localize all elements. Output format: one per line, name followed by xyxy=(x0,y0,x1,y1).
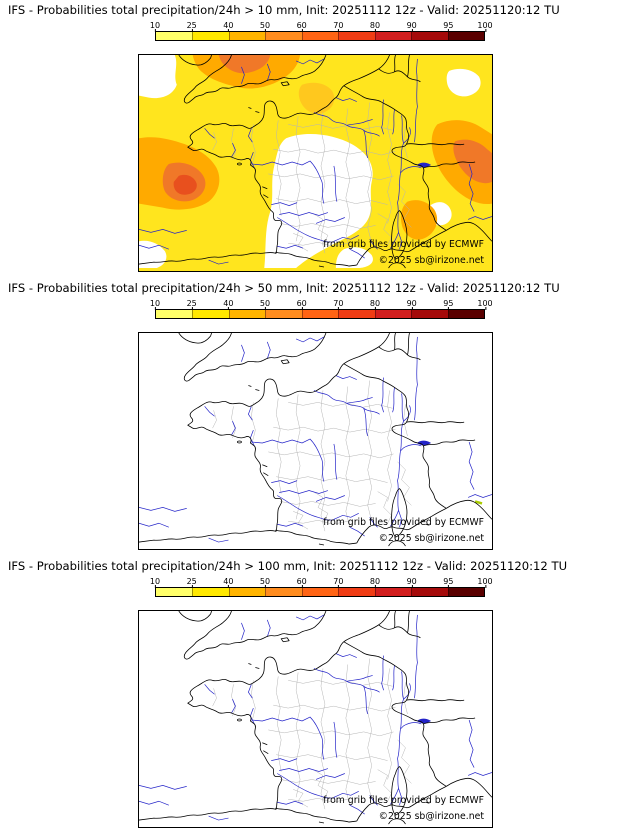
colorbar-segment xyxy=(156,32,193,40)
colorbar-segment xyxy=(228,310,266,318)
colorbar-tick-labels: 10 25 40 50 60 70 80 90 95 100 xyxy=(150,299,493,310)
colorbar-tick-labels: 10 25 40 50 60 70 80 90 95 100 xyxy=(150,21,493,32)
colorbar-segment xyxy=(156,310,193,318)
colorbar-tick: 40 xyxy=(223,299,234,310)
colorbar-segment xyxy=(447,32,484,40)
colorbar-tick: 25 xyxy=(186,21,197,32)
precip-overlay-10mm xyxy=(139,55,492,271)
colorbar-segment xyxy=(338,588,375,596)
colorbar-segment xyxy=(301,588,339,596)
colorbar-tick: 40 xyxy=(223,21,234,32)
colorbar-segment xyxy=(447,588,484,596)
colorbar-tick: 60 xyxy=(296,577,307,588)
colorbar-tick: 10 xyxy=(149,21,161,32)
colorbar-segment xyxy=(228,588,266,596)
colorbar-scale xyxy=(155,31,485,41)
colorbar-segment xyxy=(265,588,302,596)
colorbar-tick: 90 xyxy=(406,577,417,588)
prob-intense xyxy=(173,174,197,195)
colorbar-segment xyxy=(338,310,375,318)
colorbar-segment xyxy=(301,310,339,318)
colorbar-tick: 10 xyxy=(149,299,161,310)
map-canvas xyxy=(139,55,492,271)
colorbar-tick: 80 xyxy=(369,577,381,588)
colorbar-segment xyxy=(301,32,339,40)
colorbar-segment xyxy=(192,32,229,40)
colorbar-segment xyxy=(156,588,193,596)
copyright-line: ©2025 sb@irizone.net xyxy=(378,811,484,822)
colorbar-tick: 90 xyxy=(406,21,417,32)
colorbar-tick: 100 xyxy=(477,21,493,32)
colorbar-tick: 25 xyxy=(186,299,197,310)
colorbar-tick: 95 xyxy=(443,21,454,32)
colorbar-tick: 95 xyxy=(443,577,454,588)
prob-trace-liguria xyxy=(474,500,483,505)
colorbar-segment xyxy=(192,588,229,596)
colorbar-tick: 50 xyxy=(259,21,271,32)
colorbar-tick: 40 xyxy=(223,577,234,588)
colorbar-segment xyxy=(411,310,448,318)
colorbar-tick: 10 xyxy=(149,577,161,588)
colorbar-scale xyxy=(155,309,485,319)
colorbar-tick: 25 xyxy=(186,577,197,588)
colorbar-tick: 70 xyxy=(333,21,344,32)
colorbar-tick-labels: 10 25 40 50 60 70 80 90 95 100 xyxy=(150,577,493,588)
map-canvas xyxy=(139,333,492,547)
credit-line: from grib files provided by ECMWF xyxy=(323,795,484,806)
colorbar-segment xyxy=(374,310,412,318)
colorbar-tick: 70 xyxy=(333,299,344,310)
colorbar-tick: 80 xyxy=(369,21,381,32)
colorbar-tick: 50 xyxy=(259,577,271,588)
colorbar-segment xyxy=(228,32,266,40)
colorbar-segment xyxy=(411,32,448,40)
colorbar: 10 25 40 50 60 70 80 90 95 100 xyxy=(150,577,493,597)
colorbar-tick: 60 xyxy=(296,21,307,32)
colorbar-segment xyxy=(338,32,375,40)
colorbar-segment xyxy=(265,32,302,40)
colorbar-tick: 80 xyxy=(369,299,381,310)
credit-line: from grib files provided by ECMWF xyxy=(323,517,484,528)
page-title: IFS - Probabilities total precipitation/… xyxy=(8,3,560,17)
credit-line: from grib files provided by ECMWF xyxy=(323,239,484,250)
colorbar-segment xyxy=(447,310,484,318)
colorbar-segment xyxy=(374,32,412,40)
prob-light-mid xyxy=(298,82,335,114)
panel-100mm: IFS - Probabilities total precipitation/… xyxy=(0,559,630,828)
colorbar-tick: 70 xyxy=(333,577,344,588)
map-50mm: from grib files provided by ECMWF ©2025 … xyxy=(138,332,493,550)
panel-50mm: IFS - Probabilities total precipitation/… xyxy=(0,281,630,550)
colorbar-tick: 60 xyxy=(296,299,307,310)
map-100mm: from grib files provided by ECMWF ©2025 … xyxy=(138,610,493,828)
colorbar: 10 25 40 50 60 70 80 90 95 100 xyxy=(150,21,493,41)
colorbar-tick: 90 xyxy=(406,299,417,310)
copyright-line: ©2025 sb@irizone.net xyxy=(378,533,484,544)
colorbar-segment xyxy=(192,310,229,318)
page-title: IFS - Probabilities total precipitation/… xyxy=(8,559,568,573)
colorbar-tick: 100 xyxy=(477,577,493,588)
panel-10mm: IFS - Probabilities total precipitation/… xyxy=(0,0,630,272)
colorbar: 10 25 40 50 60 70 80 90 95 100 xyxy=(150,299,493,319)
colorbar-tick: 100 xyxy=(477,299,493,310)
colorbar-segment xyxy=(265,310,302,318)
colorbar-segment xyxy=(374,588,412,596)
map-10mm: from grib files provided by ECMWF ©2025 … xyxy=(138,54,493,272)
colorbar-scale xyxy=(155,587,485,597)
page-title: IFS - Probabilities total precipitation/… xyxy=(8,281,560,295)
copyright-line: ©2025 sb@irizone.net xyxy=(378,255,484,266)
colorbar-tick: 95 xyxy=(443,299,454,310)
colorbar-segment xyxy=(411,588,448,596)
colorbar-tick: 50 xyxy=(259,299,271,310)
